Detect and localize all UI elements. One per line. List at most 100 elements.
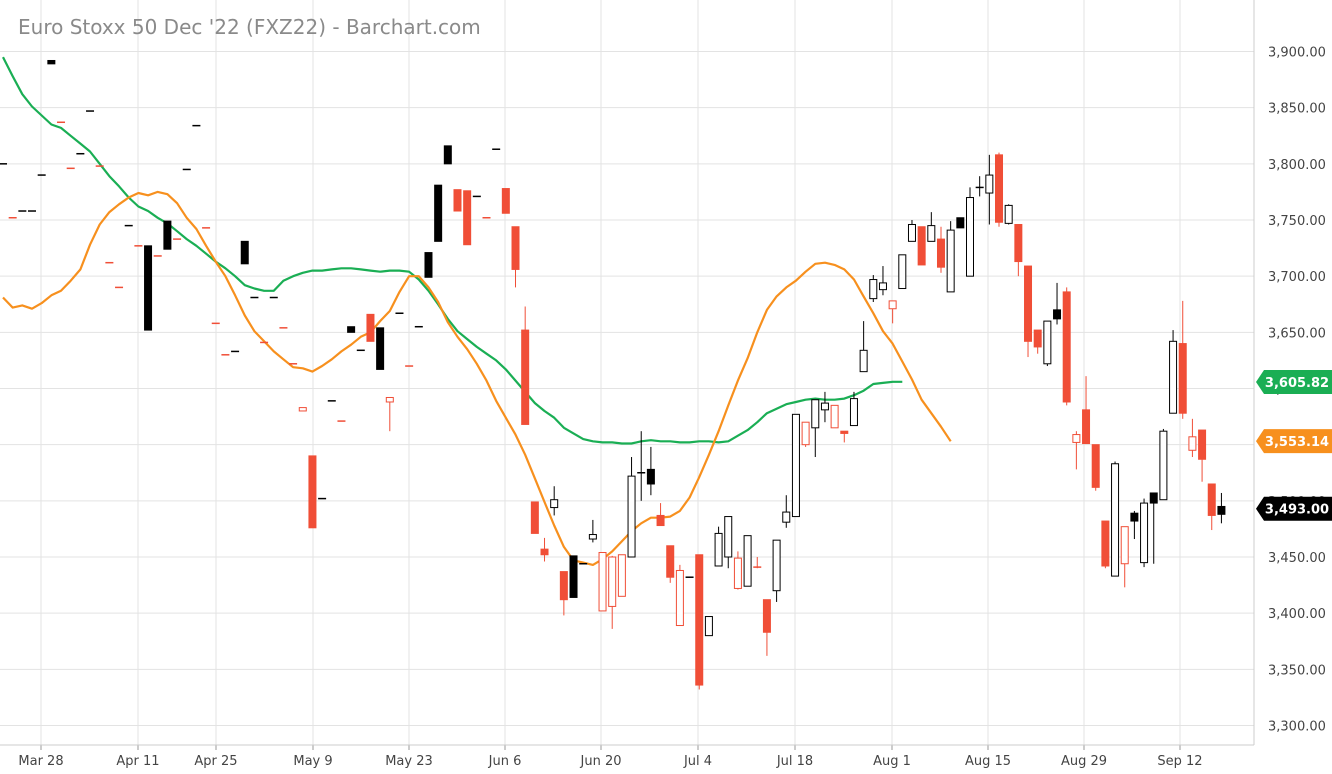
candle-body bbox=[985, 174, 994, 194]
candle-body bbox=[878, 282, 887, 291]
candle bbox=[1024, 265, 1033, 358]
candle-body bbox=[376, 327, 385, 370]
x-tick-label: Jun 6 bbox=[488, 754, 522, 769]
candle bbox=[1091, 444, 1100, 491]
candle-body bbox=[530, 501, 539, 534]
candle bbox=[443, 145, 452, 165]
candle bbox=[840, 430, 849, 443]
candle-body bbox=[347, 326, 356, 333]
x-tick-label: Jul 18 bbox=[776, 754, 813, 769]
y-tick-label: 3,400.00 bbox=[1268, 607, 1326, 622]
candle bbox=[995, 152, 1004, 227]
x-tick-label: Apr 25 bbox=[194, 754, 237, 769]
candle-body bbox=[888, 300, 897, 310]
ma-fast-tag-bg bbox=[1256, 429, 1332, 454]
candle-body bbox=[733, 557, 742, 589]
candle-body bbox=[521, 329, 530, 425]
candle-body bbox=[385, 396, 394, 403]
candle-body bbox=[424, 252, 433, 278]
candle bbox=[1217, 492, 1226, 524]
y-tick-label: 3,650.00 bbox=[1268, 326, 1326, 341]
x-tick-label: May 9 bbox=[293, 754, 332, 769]
candle bbox=[1130, 510, 1139, 540]
ma-fast-tag-text: 3,553.14 bbox=[1265, 435, 1329, 450]
x-tick-label: Apr 11 bbox=[116, 754, 159, 769]
candle-body bbox=[840, 430, 849, 434]
candle-body bbox=[627, 475, 636, 558]
last-price-tag-bg bbox=[1256, 496, 1332, 521]
candle bbox=[1111, 461, 1120, 577]
candle bbox=[791, 413, 800, 518]
candle-body bbox=[1033, 329, 1042, 348]
candle bbox=[753, 557, 762, 569]
candle-body bbox=[956, 217, 965, 229]
candle-body bbox=[995, 154, 1004, 223]
candle bbox=[588, 519, 597, 543]
candle bbox=[888, 300, 897, 324]
candle-body bbox=[772, 539, 781, 592]
candle bbox=[1178, 300, 1187, 419]
candle-body bbox=[501, 188, 510, 214]
candle-body bbox=[1014, 223, 1023, 263]
candle bbox=[1101, 520, 1110, 569]
candle-body bbox=[1217, 505, 1226, 515]
ma-slow-tag-bg bbox=[1256, 369, 1332, 394]
candle-body bbox=[811, 399, 820, 429]
candle bbox=[1014, 223, 1023, 277]
candle-body bbox=[588, 534, 597, 540]
candle bbox=[946, 221, 955, 293]
candle-body bbox=[443, 145, 452, 165]
candle bbox=[743, 535, 752, 587]
candle-body bbox=[1062, 291, 1071, 403]
candle bbox=[656, 503, 665, 527]
candle bbox=[569, 555, 578, 598]
candle bbox=[782, 495, 791, 528]
candle-body bbox=[1024, 265, 1033, 342]
candle bbox=[869, 275, 878, 303]
ma-slow-tag: 3,605.82 bbox=[1256, 369, 1332, 394]
candle-body bbox=[463, 190, 472, 246]
candle-body bbox=[240, 240, 249, 265]
candle bbox=[1053, 282, 1062, 325]
candle bbox=[366, 313, 375, 342]
candle-body bbox=[511, 226, 520, 270]
candle-body bbox=[695, 554, 704, 686]
candle bbox=[859, 321, 868, 373]
last-price-tag-text: 3,493.00 bbox=[1265, 503, 1329, 518]
candle bbox=[627, 457, 636, 558]
candle-body bbox=[849, 398, 858, 427]
x-tick-label: May 23 bbox=[385, 754, 433, 769]
candle bbox=[376, 327, 385, 370]
candle bbox=[144, 245, 153, 331]
candle-body bbox=[308, 455, 317, 529]
candle-body bbox=[1053, 309, 1062, 320]
candle-body bbox=[675, 569, 684, 627]
price-tags: 3,605.82 3,553.14 3,493.00 bbox=[1256, 369, 1332, 521]
y-tick-label: 3,450.00 bbox=[1268, 551, 1326, 566]
candle bbox=[608, 555, 617, 629]
candle-body bbox=[1091, 444, 1100, 488]
y-tick-label: 3,350.00 bbox=[1268, 663, 1326, 678]
candle-body bbox=[1043, 320, 1052, 365]
candle bbox=[1159, 428, 1168, 501]
candle-body bbox=[830, 404, 839, 429]
x-tick-label: Mar 28 bbox=[18, 754, 63, 769]
candle-body bbox=[1004, 204, 1013, 224]
candle-body bbox=[617, 554, 626, 597]
candle-body bbox=[869, 279, 878, 300]
y-tick-label: 3,850.00 bbox=[1268, 102, 1326, 117]
candle bbox=[956, 217, 965, 229]
candle bbox=[724, 516, 733, 569]
candles bbox=[0, 59, 1226, 690]
candle-body bbox=[801, 421, 810, 446]
candle-body bbox=[1178, 343, 1187, 414]
candle-body bbox=[820, 402, 829, 411]
candle-body bbox=[1149, 492, 1158, 504]
candle bbox=[849, 391, 858, 427]
candle-body bbox=[550, 499, 559, 509]
candle-body bbox=[724, 516, 733, 558]
candle bbox=[501, 188, 510, 214]
candle-body bbox=[1130, 512, 1139, 522]
